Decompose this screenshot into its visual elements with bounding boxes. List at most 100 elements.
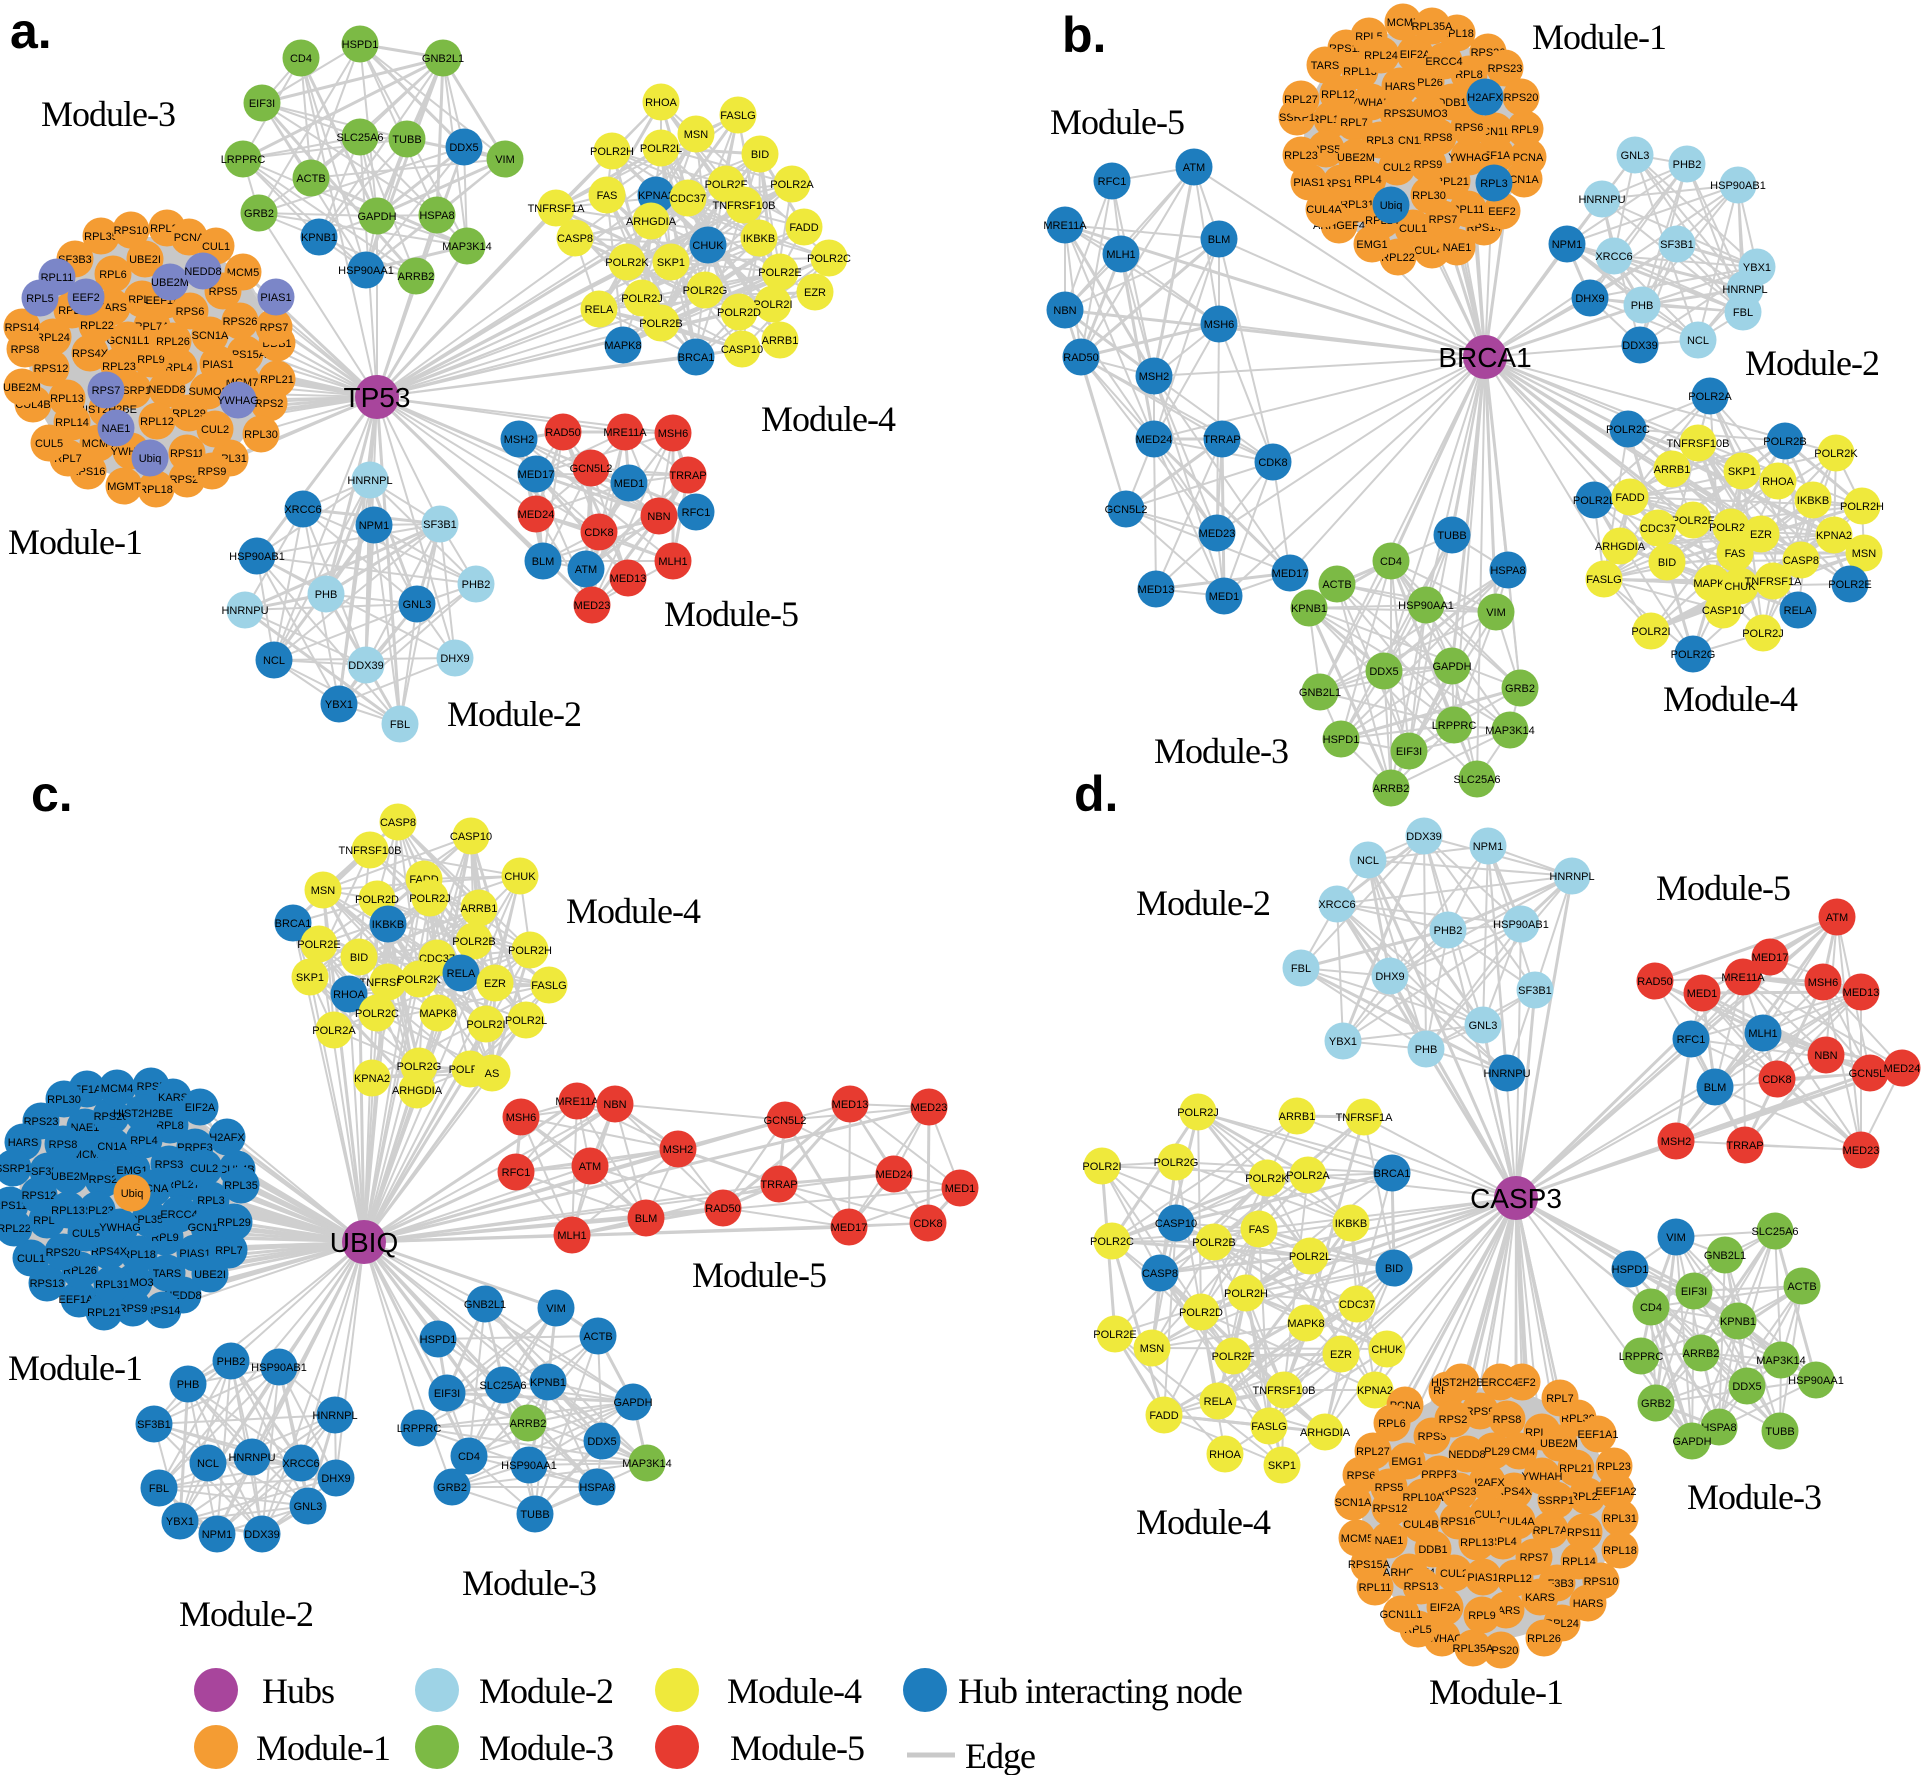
svg-text:RPL10A: RPL10A xyxy=(1403,1492,1445,1504)
svg-text:ATM: ATM xyxy=(579,1161,601,1173)
svg-text:POLR2D: POLR2D xyxy=(355,894,399,906)
svg-text:CASP8: CASP8 xyxy=(1142,1268,1178,1280)
svg-text:RPL12: RPL12 xyxy=(1321,89,1355,101)
svg-text:EIF2A: EIF2A xyxy=(1430,1602,1461,1614)
svg-text:Module-3: Module-3 xyxy=(1154,731,1288,771)
svg-text:CDK8: CDK8 xyxy=(584,527,613,539)
svg-text:CHUK: CHUK xyxy=(504,871,536,883)
svg-text:KARS: KARS xyxy=(158,1092,188,1104)
svg-text:SUMO3: SUMO3 xyxy=(188,386,227,398)
svg-text:DDX39: DDX39 xyxy=(1622,340,1657,352)
svg-text:KPNA2: KPNA2 xyxy=(1816,530,1852,542)
svg-text:TUBB: TUBB xyxy=(520,1509,549,1521)
svg-text:FAS: FAS xyxy=(1725,548,1746,560)
svg-text:TRRAP: TRRAP xyxy=(669,470,706,482)
svg-text:POLR2D: POLR2D xyxy=(1709,522,1753,534)
svg-text:CUL2: CUL2 xyxy=(201,424,229,436)
svg-text:RAD50: RAD50 xyxy=(1063,352,1098,364)
svg-text:MED24: MED24 xyxy=(1136,434,1173,446)
svg-text:RPL29: RPL29 xyxy=(217,1217,251,1229)
svg-text:RPS15A: RPS15A xyxy=(1348,1559,1391,1571)
svg-text:CHUK: CHUK xyxy=(1724,581,1756,593)
svg-text:RPS8: RPS8 xyxy=(1493,1414,1522,1426)
svg-text:POLR2J: POLR2J xyxy=(621,293,663,305)
svg-text:BID: BID xyxy=(751,149,769,161)
svg-text:MED24: MED24 xyxy=(876,1169,913,1181)
svg-text:Module-5: Module-5 xyxy=(730,1728,864,1768)
svg-text:MSH6: MSH6 xyxy=(506,1112,537,1124)
svg-text:Module-4: Module-4 xyxy=(1136,1502,1271,1542)
svg-text:IKBKB: IKBKB xyxy=(1797,495,1829,507)
svg-text:POLR2D: POLR2D xyxy=(717,307,761,319)
svg-text:MED1: MED1 xyxy=(1687,988,1718,1000)
svg-text:GCN5L2: GCN5L2 xyxy=(1105,504,1148,516)
svg-text:POLR2I: POLR2I xyxy=(466,1019,505,1031)
svg-text:POLR2K: POLR2K xyxy=(1245,1173,1289,1185)
svg-text:RPS16: RPS16 xyxy=(1441,1516,1476,1528)
svg-text:CASP10: CASP10 xyxy=(1155,1218,1197,1230)
svg-text:XRCC6: XRCC6 xyxy=(1595,251,1632,263)
svg-text:RPS10: RPS10 xyxy=(114,225,149,237)
svg-text:RPL4: RPL4 xyxy=(130,1135,158,1147)
svg-text:FADD: FADD xyxy=(789,222,818,234)
svg-text:NPM1: NPM1 xyxy=(359,520,390,532)
svg-text:ARRB2: ARRB2 xyxy=(1373,783,1410,795)
svg-text:RPL30: RPL30 xyxy=(244,429,278,441)
svg-text:MED13: MED13 xyxy=(1138,584,1175,596)
svg-text:HSPD1: HSPD1 xyxy=(1612,1264,1649,1276)
svg-text:MED17: MED17 xyxy=(1272,568,1309,580)
svg-text:TNFRSF1A: TNFRSF1A xyxy=(528,203,586,215)
svg-text:NEDD8: NEDD8 xyxy=(184,266,221,278)
svg-text:HSP90AB1: HSP90AB1 xyxy=(229,551,285,563)
svg-text:NAE1: NAE1 xyxy=(1375,1535,1404,1547)
svg-text:SCN1A: SCN1A xyxy=(1391,135,1428,147)
svg-text:RPS10: RPS10 xyxy=(1584,1576,1619,1588)
svg-text:MSN: MSN xyxy=(684,129,709,141)
svg-text:b.: b. xyxy=(1062,7,1106,63)
svg-text:HSP90AB1: HSP90AB1 xyxy=(1710,180,1766,192)
svg-text:ARRB2: ARRB2 xyxy=(1683,1348,1720,1360)
svg-text:RPL22: RPL22 xyxy=(1381,252,1415,264)
svg-text:POLR2C: POLR2C xyxy=(1606,424,1650,436)
svg-text:MAP3K14: MAP3K14 xyxy=(1756,1355,1806,1367)
svg-text:MED1: MED1 xyxy=(1209,591,1240,603)
svg-text:UBIQ: UBIQ xyxy=(330,1227,398,1258)
svg-text:RPS12: RPS12 xyxy=(34,363,69,375)
svg-text:BID: BID xyxy=(1385,1263,1403,1275)
svg-text:RPL27: RPL27 xyxy=(166,1179,200,1191)
svg-text:MSH6: MSH6 xyxy=(1204,319,1235,331)
svg-text:HIST2H2BE: HIST2H2BE xyxy=(113,1108,173,1120)
svg-text:RPL8: RPL8 xyxy=(1455,69,1483,81)
svg-text:POLR2G: POLR2G xyxy=(397,1061,442,1073)
svg-text:RPS14: RPS14 xyxy=(5,322,40,334)
svg-text:CHUK: CHUK xyxy=(692,240,724,252)
svg-text:POLR2G: POLR2G xyxy=(1671,649,1716,661)
svg-text:MSH2: MSH2 xyxy=(504,434,535,446)
svg-text:MLH1: MLH1 xyxy=(1106,249,1135,261)
svg-text:MED13: MED13 xyxy=(832,1099,869,1111)
svg-text:RPL13: RPL13 xyxy=(50,393,84,405)
svg-text:NAE1: NAE1 xyxy=(1443,242,1472,254)
svg-text:RFC1: RFC1 xyxy=(1098,176,1127,188)
svg-text:TRRAP: TRRAP xyxy=(1726,1140,1763,1152)
svg-text:POLR2I: POLR2I xyxy=(1082,1161,1121,1173)
svg-text:ERCC4: ERCC4 xyxy=(160,1209,197,1221)
svg-text:POLR2G: POLR2G xyxy=(683,285,728,297)
svg-text:RPL35A: RPL35A xyxy=(130,1214,172,1226)
svg-text:TNFRSF10B: TNFRSF10B xyxy=(713,200,776,212)
svg-text:PIAS1: PIAS1 xyxy=(1467,1572,1498,1584)
svg-text:MAPK8: MAPK8 xyxy=(1693,578,1730,590)
svg-text:RPL23: RPL23 xyxy=(1597,1461,1631,1473)
svg-text:SF3B1: SF3B1 xyxy=(423,519,457,531)
svg-text:CUL1: CUL1 xyxy=(202,241,230,253)
svg-text:SKP1: SKP1 xyxy=(1728,466,1756,478)
svg-text:GAPDH: GAPDH xyxy=(1672,1436,1711,1448)
svg-text:BRCA1: BRCA1 xyxy=(678,352,715,364)
svg-text:POLR2J: POLR2J xyxy=(1742,628,1784,640)
svg-text:Module-3: Module-3 xyxy=(41,94,175,134)
svg-text:HSP90AB1: HSP90AB1 xyxy=(1493,919,1549,931)
svg-text:Edge: Edge xyxy=(965,1736,1035,1775)
svg-text:POLR2E: POLR2E xyxy=(758,267,801,279)
svg-text:PHB2: PHB2 xyxy=(462,579,491,591)
svg-text:CD4: CD4 xyxy=(458,1451,480,1463)
